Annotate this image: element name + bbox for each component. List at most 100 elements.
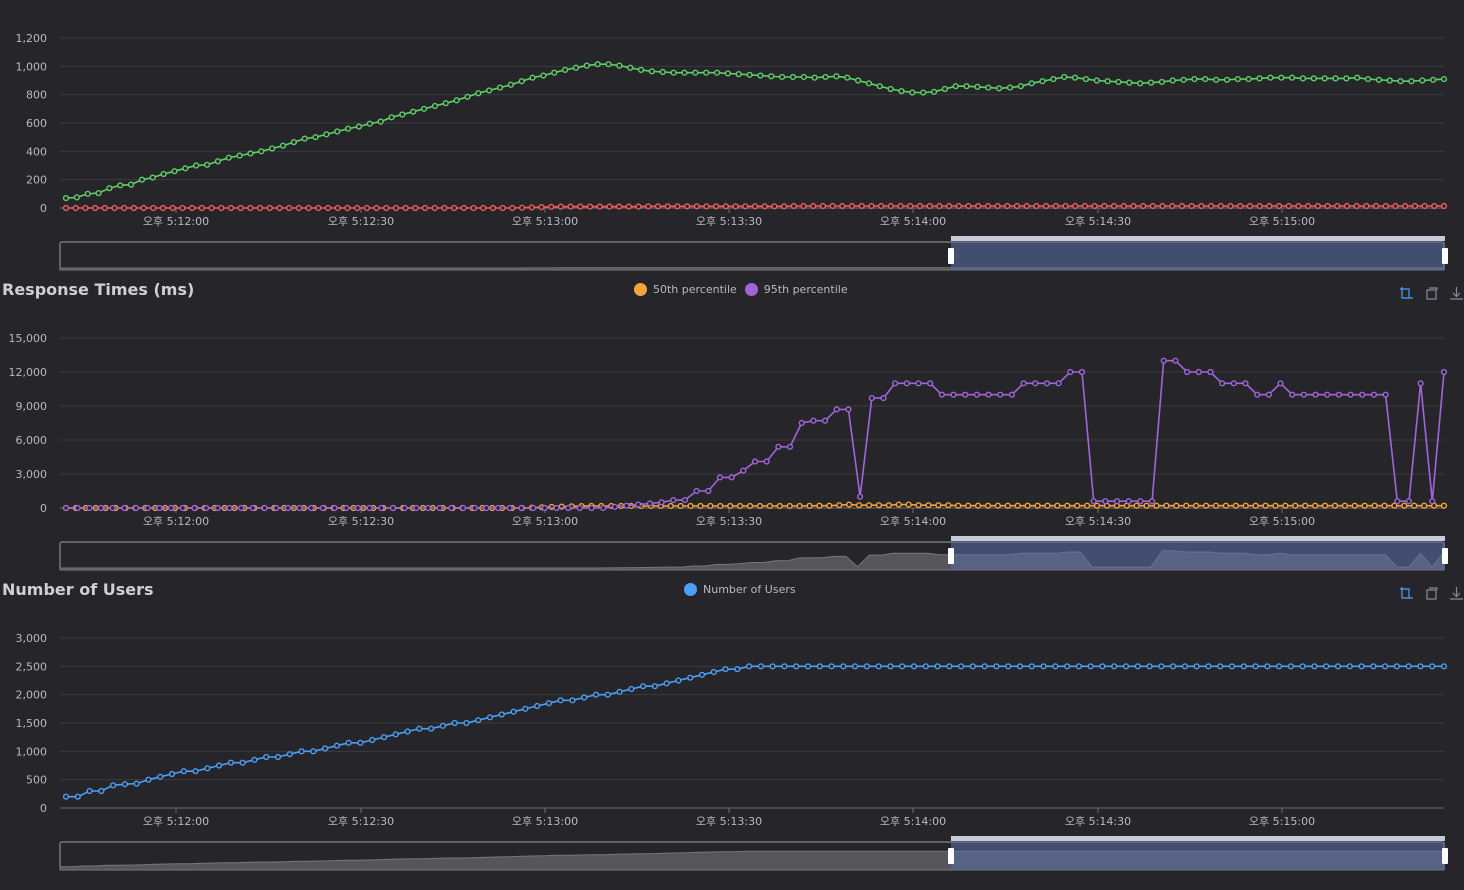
data-point[interactable] bbox=[693, 487, 700, 495]
data-point[interactable] bbox=[946, 663, 953, 670]
data-point[interactable] bbox=[366, 120, 373, 127]
data-point[interactable] bbox=[1431, 202, 1438, 210]
data-point[interactable] bbox=[915, 380, 922, 387]
data-point[interactable] bbox=[616, 62, 623, 69]
data-point[interactable] bbox=[786, 443, 794, 450]
data-point[interactable] bbox=[1246, 202, 1254, 210]
data-point[interactable] bbox=[227, 759, 234, 766]
data-point[interactable] bbox=[925, 502, 932, 509]
data-point[interactable] bbox=[1287, 663, 1294, 670]
data-point[interactable] bbox=[1252, 663, 1259, 670]
data-point[interactable] bbox=[1004, 202, 1011, 210]
data-point[interactable] bbox=[735, 71, 742, 78]
data-point[interactable] bbox=[1023, 202, 1030, 210]
data-point[interactable] bbox=[171, 168, 178, 175]
data-point[interactable] bbox=[1133, 502, 1140, 509]
data-point[interactable] bbox=[1354, 74, 1361, 81]
data-point[interactable] bbox=[1093, 77, 1100, 84]
data-point[interactable] bbox=[816, 502, 823, 509]
zoom-handle-right[interactable] bbox=[1442, 848, 1448, 864]
data-point[interactable] bbox=[1419, 77, 1426, 84]
data-point[interactable] bbox=[681, 496, 689, 504]
data-point[interactable] bbox=[716, 474, 724, 481]
data-point[interactable] bbox=[380, 734, 388, 741]
data-point[interactable] bbox=[179, 504, 186, 512]
data-point[interactable] bbox=[1289, 391, 1296, 398]
data-point[interactable] bbox=[742, 203, 749, 210]
data-point[interactable] bbox=[1440, 502, 1448, 509]
data-point[interactable] bbox=[852, 663, 859, 670]
data-point[interactable] bbox=[540, 72, 547, 79]
data-point[interactable] bbox=[934, 663, 941, 670]
data-point[interactable] bbox=[697, 502, 704, 510]
data-point[interactable] bbox=[1028, 80, 1035, 87]
data-point[interactable] bbox=[965, 202, 972, 210]
data-point[interactable] bbox=[388, 114, 395, 121]
data-point[interactable] bbox=[334, 204, 341, 212]
data-point[interactable] bbox=[551, 69, 558, 76]
data-point[interactable] bbox=[128, 181, 135, 188]
data-point[interactable] bbox=[331, 504, 338, 512]
data-point[interactable] bbox=[1039, 78, 1046, 85]
data-point[interactable] bbox=[179, 204, 186, 212]
data-point[interactable] bbox=[528, 204, 535, 211]
data-point[interactable] bbox=[305, 204, 312, 212]
data-point[interactable] bbox=[439, 722, 446, 729]
data-point[interactable] bbox=[1104, 78, 1111, 85]
data-point[interactable] bbox=[1334, 663, 1342, 670]
data-point[interactable] bbox=[95, 190, 102, 197]
data-point[interactable] bbox=[237, 204, 244, 212]
data-point[interactable] bbox=[857, 493, 864, 500]
data-point[interactable] bbox=[557, 203, 565, 210]
data-point[interactable] bbox=[227, 204, 235, 212]
data-point[interactable] bbox=[145, 776, 152, 783]
data-point[interactable] bbox=[1207, 368, 1214, 376]
data-point[interactable] bbox=[1081, 202, 1089, 210]
data-point[interactable] bbox=[266, 204, 273, 212]
data-point[interactable] bbox=[392, 204, 400, 212]
data-point[interactable] bbox=[203, 161, 211, 168]
data-point[interactable] bbox=[887, 663, 894, 670]
data-point[interactable] bbox=[1202, 75, 1209, 83]
data-point[interactable] bbox=[1172, 357, 1179, 364]
data-point[interactable] bbox=[168, 770, 176, 778]
data-point[interactable] bbox=[945, 502, 952, 509]
data-point[interactable] bbox=[156, 504, 163, 512]
data-point[interactable] bbox=[431, 204, 438, 212]
data-point[interactable] bbox=[1159, 202, 1166, 210]
data-point[interactable] bbox=[471, 504, 478, 512]
data-point[interactable] bbox=[1160, 357, 1167, 364]
data-point[interactable] bbox=[1370, 663, 1377, 670]
data-point[interactable] bbox=[640, 683, 647, 690]
data-point[interactable] bbox=[975, 202, 982, 210]
data-point[interactable] bbox=[263, 753, 270, 761]
data-point[interactable] bbox=[863, 663, 870, 670]
data-point[interactable] bbox=[958, 663, 965, 670]
data-point[interactable] bbox=[845, 406, 852, 413]
data-point[interactable] bbox=[903, 380, 910, 387]
data-point[interactable] bbox=[962, 391, 969, 398]
data-point[interactable] bbox=[732, 203, 739, 210]
data-point[interactable] bbox=[1125, 498, 1132, 505]
data-point[interactable] bbox=[899, 663, 906, 670]
data-point[interactable] bbox=[1170, 663, 1177, 670]
data-point[interactable] bbox=[1382, 391, 1389, 398]
data-point[interactable] bbox=[910, 663, 918, 670]
data-point[interactable] bbox=[600, 504, 607, 512]
data-point[interactable] bbox=[687, 674, 694, 681]
data-point[interactable] bbox=[121, 781, 128, 788]
data-point[interactable] bbox=[389, 504, 397, 512]
data-point[interactable] bbox=[826, 502, 833, 509]
data-point[interactable] bbox=[1347, 391, 1354, 398]
data-point[interactable] bbox=[746, 71, 753, 78]
data-point[interactable] bbox=[798, 419, 805, 427]
data-point[interactable] bbox=[751, 458, 759, 465]
data-point[interactable] bbox=[1440, 663, 1448, 670]
data-point[interactable] bbox=[1153, 502, 1160, 509]
data-point[interactable] bbox=[1090, 498, 1097, 505]
data-point[interactable] bbox=[786, 502, 793, 510]
data-point[interactable] bbox=[160, 170, 167, 178]
data-point[interactable] bbox=[92, 204, 99, 212]
data-point[interactable] bbox=[431, 102, 439, 110]
data-point[interactable] bbox=[769, 663, 776, 670]
